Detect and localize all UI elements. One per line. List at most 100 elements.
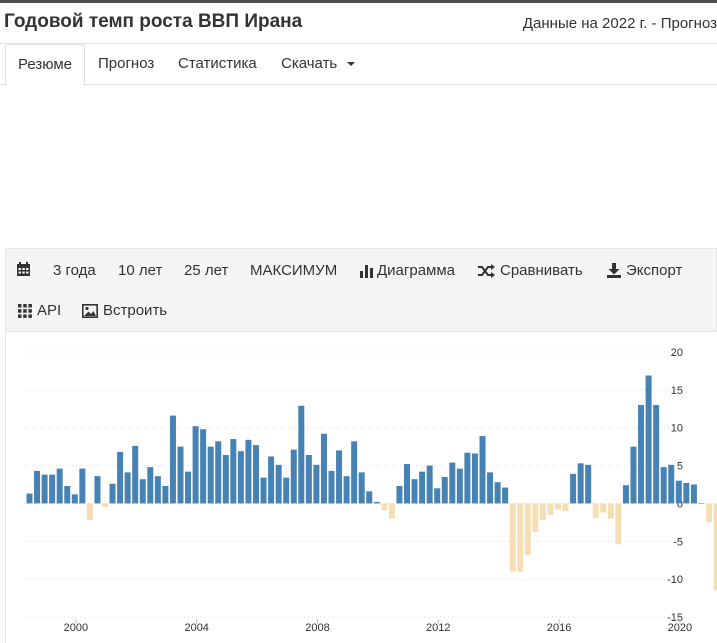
bar[interactable] — [124, 472, 131, 504]
bar[interactable] — [562, 503, 569, 511]
tab-statistics[interactable]: Статистика — [166, 44, 269, 86]
bar[interactable] — [547, 503, 554, 515]
bar[interactable] — [585, 464, 592, 504]
bar[interactable] — [577, 463, 584, 504]
bar[interactable] — [320, 433, 327, 504]
bar[interactable] — [555, 503, 561, 510]
bar[interactable] — [675, 480, 682, 504]
bar[interactable] — [381, 503, 388, 511]
bar[interactable] — [49, 474, 56, 504]
bar[interactable] — [502, 487, 509, 504]
bar[interactable] — [698, 503, 705, 504]
bar[interactable] — [411, 479, 418, 504]
bar[interactable] — [79, 468, 86, 504]
bar[interactable] — [660, 467, 667, 504]
bar[interactable] — [630, 446, 637, 504]
bar[interactable] — [41, 474, 48, 504]
range-3y-button[interactable]: 3 года — [53, 262, 96, 279]
bar[interactable] — [441, 476, 448, 504]
bar[interactable] — [524, 503, 531, 555]
bar[interactable] — [426, 465, 433, 504]
bar[interactable] — [132, 445, 139, 504]
bar[interactable] — [109, 483, 116, 504]
bar[interactable] — [328, 470, 335, 504]
bar[interactable] — [222, 454, 229, 504]
bar[interactable] — [358, 472, 365, 504]
bar[interactable] — [713, 503, 717, 591]
bar[interactable] — [638, 405, 645, 504]
bar[interactable] — [34, 470, 41, 504]
bar[interactable] — [207, 446, 214, 504]
bar[interactable] — [139, 479, 146, 504]
export-button[interactable]: Экспорт — [607, 262, 682, 279]
bar[interactable] — [268, 456, 275, 504]
bar[interactable] — [464, 452, 471, 504]
bar[interactable] — [532, 503, 539, 533]
tab-download[interactable]: Скачать — [269, 44, 367, 86]
bar[interactable] — [71, 494, 78, 504]
bar[interactable] — [570, 473, 577, 504]
bar[interactable] — [592, 503, 599, 518]
tab-forecast[interactable]: Прогноз — [86, 44, 166, 86]
bar[interactable] — [94, 476, 101, 504]
bar[interactable] — [260, 477, 267, 504]
bar[interactable] — [690, 484, 697, 504]
bar[interactable] — [305, 454, 312, 504]
embed-button[interactable]: Встроить — [82, 302, 167, 319]
bar[interactable] — [494, 482, 501, 504]
bar[interactable] — [419, 471, 426, 504]
bar[interactable] — [56, 468, 63, 504]
bar[interactable] — [237, 451, 244, 504]
bar[interactable] — [162, 486, 169, 504]
bar[interactable] — [615, 503, 622, 545]
bar[interactable] — [313, 464, 320, 504]
bar[interactable] — [185, 471, 192, 504]
bar[interactable] — [154, 476, 161, 504]
api-button[interactable]: API — [18, 302, 61, 319]
bar[interactable] — [147, 467, 154, 504]
bar[interactable] — [600, 503, 607, 513]
bar[interactable] — [26, 493, 33, 504]
bar[interactable] — [373, 501, 380, 504]
bar[interactable] — [509, 503, 516, 572]
tab-summary[interactable]: Резюме — [5, 44, 85, 86]
bar[interactable] — [706, 503, 712, 523]
calendar-button[interactable] — [16, 262, 31, 277]
bar[interactable] — [283, 477, 290, 504]
bar[interactable] — [366, 491, 373, 504]
bar[interactable] — [645, 375, 652, 504]
bar[interactable] — [683, 482, 690, 504]
bar[interactable] — [471, 453, 478, 504]
bar[interactable] — [290, 449, 297, 504]
bar[interactable] — [215, 441, 222, 504]
bar[interactable] — [200, 429, 207, 504]
bar[interactable] — [169, 415, 176, 504]
bar[interactable] — [86, 503, 93, 521]
bar[interactable] — [336, 450, 343, 504]
bar[interactable] — [487, 472, 494, 504]
bar[interactable] — [456, 468, 463, 504]
bar[interactable] — [653, 405, 660, 504]
bar[interactable] — [343, 476, 350, 504]
bar[interactable] — [396, 486, 403, 504]
bar[interactable] — [434, 488, 441, 504]
bar[interactable] — [449, 462, 456, 504]
bar[interactable] — [298, 405, 305, 504]
bar[interactable] — [177, 446, 184, 504]
bar[interactable] — [230, 439, 237, 504]
bar[interactable] — [102, 503, 108, 508]
bar[interactable] — [275, 464, 282, 504]
range-10y-button[interactable]: 10 лет — [118, 262, 162, 279]
bar[interactable] — [539, 503, 546, 521]
range-max-button[interactable]: МАКСИМУМ — [250, 262, 337, 279]
bar[interactable] — [245, 439, 252, 504]
bar[interactable] — [622, 485, 629, 504]
bar[interactable] — [607, 503, 614, 519]
bar[interactable] — [64, 486, 71, 504]
bar[interactable] — [253, 445, 259, 504]
bar[interactable] — [404, 464, 410, 504]
bar[interactable] — [117, 451, 124, 504]
diagram-button[interactable]: Диаграмма — [360, 262, 455, 279]
bar[interactable] — [517, 503, 524, 572]
range-25y-button[interactable]: 25 лет — [184, 262, 228, 279]
